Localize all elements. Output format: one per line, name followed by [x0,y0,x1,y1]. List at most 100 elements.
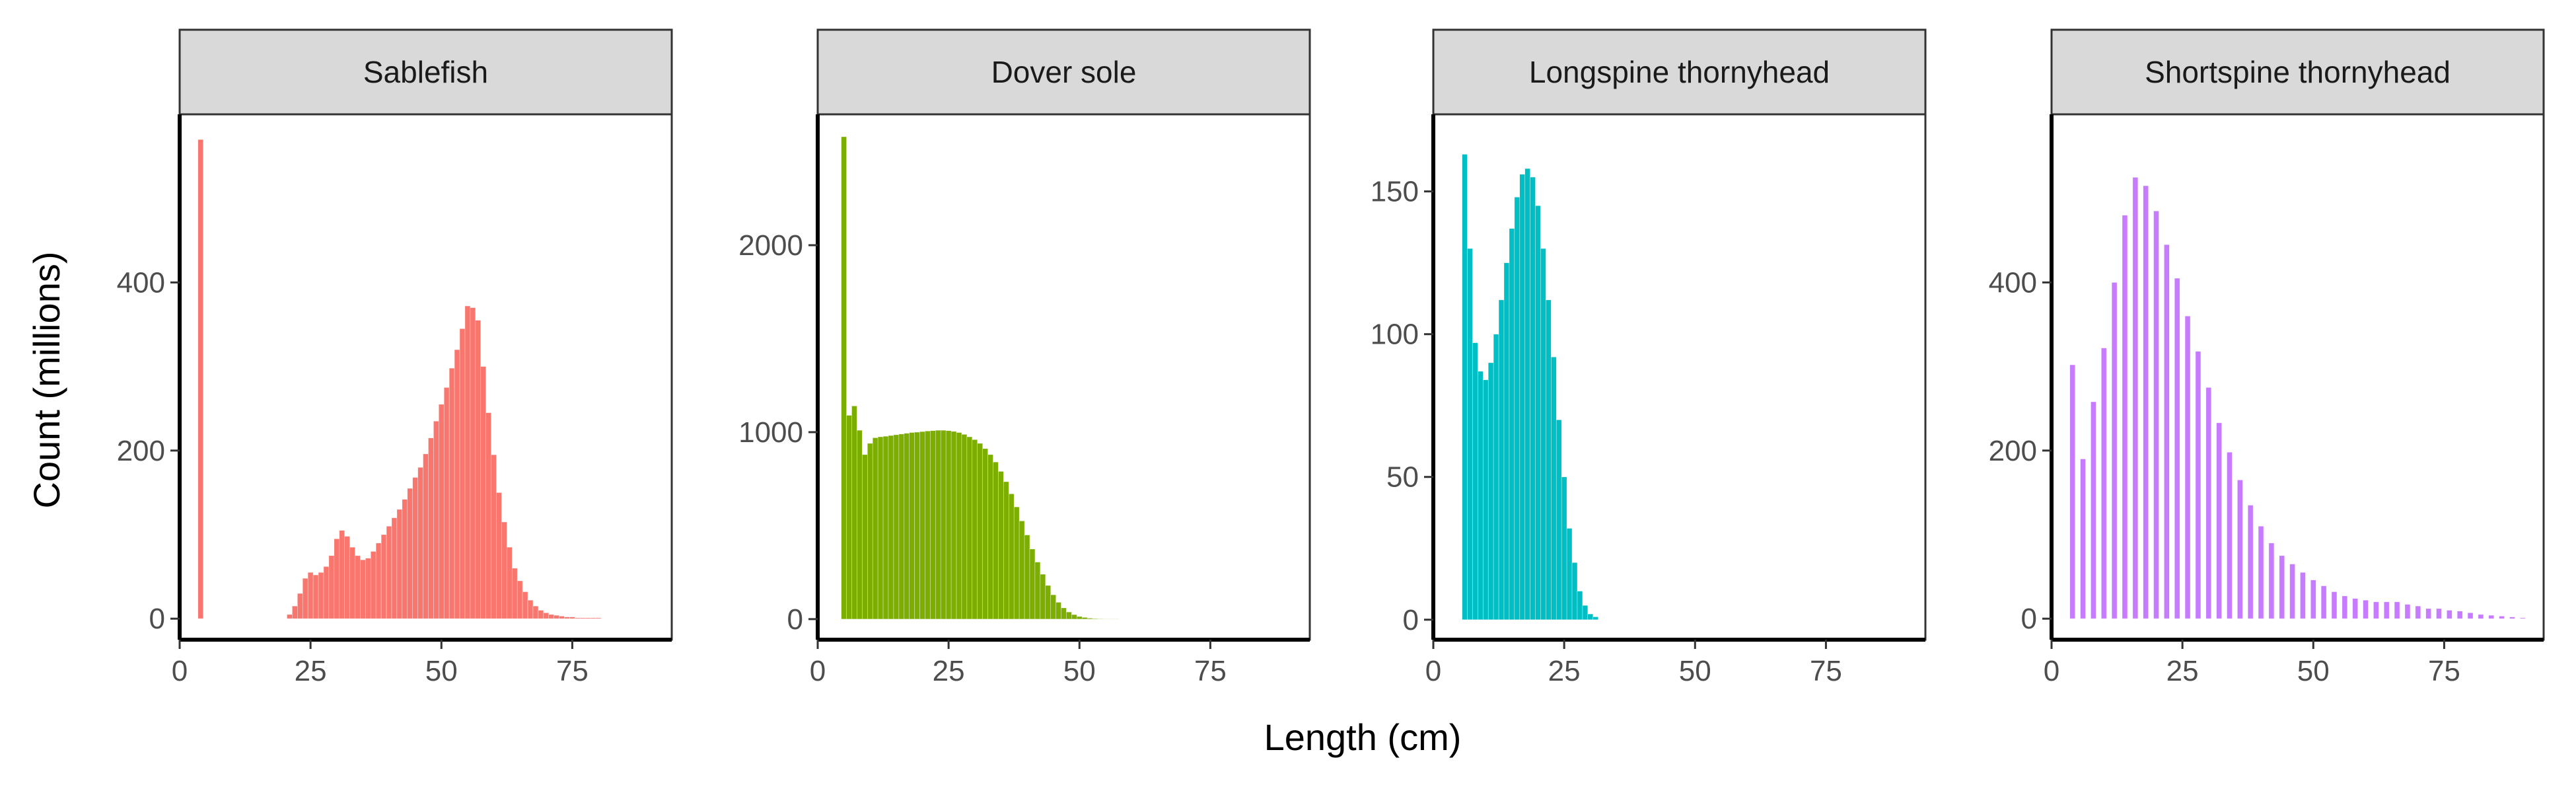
x-tick-label-dover-sole-50: 50 [1063,655,1096,687]
bar-sablefish-32 [344,536,350,619]
bar-sablefish-28 [323,566,330,619]
x-tick-label-dover-sole-75: 75 [1194,655,1227,687]
bar-shortspine-thornyhead-12 [2111,282,2118,619]
x-tick-label-shortspine-thornyhead-75: 75 [2428,655,2460,687]
bar-shortspine-thornyhead-14 [2122,215,2128,619]
bar-dover-sole-24 [940,430,947,620]
bar-sablefish-23 [297,593,303,619]
bar-shortspine-thornyhead-6 [2080,459,2086,619]
bar-dover-sole-7 [851,406,857,620]
bar-sablefish-75 [569,617,575,619]
strip-dover-sole [816,28,1311,116]
bar-longspine-thornyhead-21 [1540,248,1546,621]
bar-shortspine-thornyhead-72 [2425,608,2431,619]
bar-sablefish-35 [360,559,366,619]
bar-shortspine-thornyhead-66 [2394,601,2400,619]
bar-sablefish-24 [302,578,308,619]
bar-longspine-thornyhead-27 [1571,562,1578,621]
x-tick-label-longspine-thornyhead-75: 75 [1810,655,1842,687]
bar-sablefish-58 [480,366,486,619]
y-tick-label-sablefish-0: 0 [149,603,165,635]
x-tick-label-shortspine-thornyhead-50: 50 [2297,655,2330,687]
bar-dover-sole-45 [1050,594,1056,620]
bar-sablefish-60 [491,454,497,619]
x-tick-label-longspine-thornyhead-25: 25 [1548,655,1581,687]
strip-label-longspine-thornyhead: Longspine thornyhead [1529,55,1830,89]
y-tick-label-sablefish-400: 400 [117,266,165,299]
bar-sablefish-48 [428,437,434,619]
bar-shortspine-thornyhead-28 [2195,351,2201,619]
bar-sablefish-21 [287,614,293,619]
bar-shortspine-thornyhead-24 [2174,278,2180,619]
strip-label-shortspine-thornyhead: Shortspine thornyhead [2145,55,2451,89]
strip-sablefish [178,28,673,116]
bar-dover-sole-9 [862,454,868,620]
bar-longspine-thornyhead-22 [1546,299,1552,621]
x-tick-label-longspine-thornyhead-50: 50 [1679,655,1711,687]
bar-sablefish-68 [532,605,539,619]
bar-sablefish-33 [349,547,355,619]
x-tick-label-dover-sole-0: 0 [810,655,826,687]
bar-shortspine-thornyhead-60 [2363,599,2369,619]
bar-longspine-thornyhead-19 [1530,176,1536,621]
x-tick-label-dover-sole-25: 25 [933,655,965,687]
bar-sablefish-59 [485,412,491,619]
bar-shortspine-thornyhead-16 [2132,177,2139,619]
bar-sablefish-78 [585,617,591,619]
bar-sablefish-57 [475,320,482,619]
bar-dover-sole-38 [1013,506,1020,620]
bar-dover-sole-35 [998,471,1004,620]
bar-dover-sole-15 [893,434,900,620]
bars-dover-sole [841,136,1120,620]
bar-sablefish-49 [433,420,439,619]
bars-longspine-thornyhead [1462,154,1598,621]
bar-sablefish-63 [507,547,513,619]
strip-label-dover-sole: Dover sole [991,55,1137,89]
bar-sablefish-74 [564,617,570,619]
bar-shortspine-thornyhead-68 [2404,604,2411,619]
bar-dover-sole-52 [1087,618,1093,620]
bar-sablefish-34 [355,555,361,619]
bar-longspine-thornyhead-30 [1587,613,1594,621]
bar-dover-sole-18 [909,432,915,620]
y-tick-label-longspine-thornyhead-50: 50 [1386,461,1419,494]
bar-shortspine-thornyhead-32 [2216,422,2222,619]
bar-longspine-thornyhead-20 [1535,205,1541,621]
bar-shortspine-thornyhead-26 [2184,315,2191,619]
y-axis-title: Count (millions) [26,252,67,509]
bar-sablefish-29 [328,555,335,619]
bar-dover-sole-11 [872,437,878,620]
bar-dover-sole-36 [1003,481,1009,620]
x-tick-label-sablefish-25: 25 [295,655,327,687]
bar-dover-sole-21 [925,430,931,620]
bar-shortspine-thornyhead-88 [2509,617,2515,619]
bar-dover-sole-44 [1045,585,1051,620]
bar-shortspine-thornyhead-38 [2247,505,2254,619]
bar-sablefish-61 [496,492,502,619]
bar-longspine-thornyhead-24 [1556,420,1562,621]
bar-sablefish-77 [579,617,586,619]
bar-dover-sole-17 [904,433,910,620]
bar-sablefish-47 [423,453,429,619]
bar-sablefish-30 [334,539,340,619]
bar-shortspine-thornyhead-58 [2352,598,2358,619]
bar-longspine-thornyhead-18 [1524,168,1530,621]
strip-label-sablefish: Sablefish [363,55,488,89]
bar-sablefish-52 [448,367,455,619]
x-tick-label-longspine-thornyhead-0: 0 [1425,655,1441,687]
bar-shortspine-thornyhead-36 [2237,480,2243,619]
bar-longspine-thornyhead-9 [1478,371,1484,621]
bar-longspine-thornyhead-10 [1482,379,1489,621]
x-tick-label-sablefish-75: 75 [556,655,589,687]
bar-dover-sole-39 [1019,521,1025,620]
y-tick-label-longspine-thornyhead-100: 100 [1371,319,1419,351]
bar-sablefish-22 [292,605,298,619]
bar-dover-sole-50 [1077,616,1083,620]
bar-sablefish-37 [370,551,376,619]
bar-dover-sole-32 [982,448,988,620]
bar-dover-sole-14 [888,435,894,620]
bar-dover-sole-23 [935,430,941,620]
bar-shortspine-thornyhead-10 [2100,348,2107,619]
x-tick-label-sablefish-0: 0 [172,655,188,687]
bar-longspine-thornyhead-28 [1577,591,1583,621]
